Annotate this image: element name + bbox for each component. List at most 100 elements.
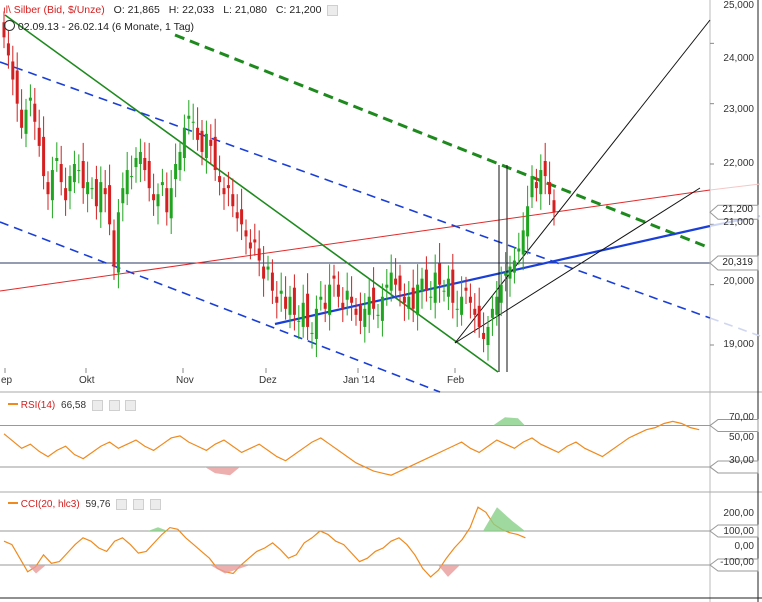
- instrument-title: Silber (Bid, $/Unze): [13, 4, 105, 16]
- cci-close-button[interactable]: [149, 499, 161, 510]
- candle-body: [33, 103, 37, 122]
- candle-body: [20, 109, 24, 128]
- cci-oversold-fill: [28, 565, 46, 574]
- candle-body: [248, 242, 252, 249]
- candle-body: [209, 139, 213, 146]
- cci-label: CCI(20, hlc3): [20, 499, 80, 511]
- rsi-label: RSI(14): [20, 400, 56, 412]
- cci-tick: 100,00: [723, 526, 754, 537]
- candle-body: [499, 284, 503, 303]
- candle-body: [504, 272, 508, 276]
- cci-value: 59,76: [85, 499, 111, 511]
- candle-body: [385, 284, 389, 288]
- trendline-red-extension: [709, 183, 761, 191]
- candle-body: [244, 230, 248, 237]
- chart-header: ıl\ Silber (Bid, $/Unze) O: 21,865 H: 22…: [3, 4, 339, 16]
- rsi-value: 66,58: [61, 400, 87, 412]
- candle-body: [275, 296, 279, 303]
- last-price-tag-box: [709, 204, 759, 220]
- candle-body: [548, 182, 552, 195]
- candle-body: [512, 260, 516, 273]
- settings-button[interactable]: [327, 4, 339, 16]
- candle-body: [363, 308, 367, 327]
- cci-edit-button[interactable]: [133, 499, 145, 510]
- price-tick: 19,000: [723, 339, 754, 350]
- price-tick: 20,000: [723, 276, 754, 287]
- candle-body: [42, 136, 46, 177]
- candle-body: [376, 314, 380, 316]
- candle-body: [64, 188, 68, 201]
- candle-body: [508, 266, 512, 279]
- candle-body: [429, 296, 433, 298]
- candle-body: [345, 290, 349, 300]
- candle-body: [81, 160, 85, 189]
- channel-blue-extension: [709, 317, 761, 337]
- candle-body: [77, 170, 81, 172]
- candle-body: [323, 302, 327, 309]
- candle-body: [174, 164, 178, 180]
- clock-icon: [4, 20, 15, 31]
- candle-body: [11, 61, 15, 80]
- cci-color-swatch: [8, 502, 18, 505]
- candle-body: [112, 230, 116, 267]
- candle-body: [367, 296, 371, 315]
- month-label: Jan '14: [343, 375, 375, 386]
- candle-body: [389, 272, 393, 291]
- candle-body: [178, 151, 182, 171]
- candle-body: [372, 287, 376, 309]
- range-info: 02.09.13 - 26.02.14 (6 Monate, 1 Tag): [4, 20, 194, 33]
- candle-body: [411, 287, 415, 309]
- candle-body: [464, 287, 468, 291]
- candle-body: [354, 308, 358, 315]
- candle-body: [477, 305, 481, 327]
- candle-body: [358, 305, 362, 321]
- candle-body: [226, 185, 230, 189]
- cci-settings-button[interactable]: [116, 499, 128, 510]
- candle-body: [288, 296, 292, 315]
- trendline-green: [4, 14, 499, 373]
- candle-body: [222, 188, 226, 195]
- candle-body: [143, 157, 147, 171]
- cci-tick: -100,00: [720, 557, 754, 568]
- candle-body: [534, 182, 538, 189]
- candle-body: [24, 109, 28, 134]
- hline-tag-box: [709, 255, 759, 271]
- candle-body: [424, 269, 428, 291]
- candle-body: [240, 209, 244, 225]
- trendline-green-dashed: [174, 33, 711, 250]
- candle-body: [191, 121, 195, 123]
- candle-body: [218, 176, 222, 183]
- candle-body: [394, 278, 398, 285]
- candle-body: [552, 200, 556, 213]
- candle-body: [231, 194, 235, 207]
- rsi-line: [3, 420, 700, 476]
- month-label: Feb: [447, 375, 465, 386]
- candle-body: [262, 266, 266, 279]
- candle-body: [284, 296, 288, 309]
- rsi-edit-button[interactable]: [108, 400, 120, 411]
- candle-body: [165, 188, 169, 213]
- candle-body: [253, 239, 257, 243]
- candle-body: [438, 263, 442, 285]
- candle-body: [486, 326, 490, 345]
- candle-body: [266, 266, 270, 270]
- candle-body: [134, 157, 138, 168]
- candle-body: [332, 275, 336, 279]
- candle-body: [59, 164, 63, 183]
- candle-body: [86, 182, 90, 195]
- candle-body: [433, 272, 437, 303]
- rsi-tick: 50,00: [728, 432, 754, 443]
- rsi-close-button[interactable]: [125, 400, 137, 411]
- month-label: Dez: [259, 375, 277, 386]
- candle-body: [482, 332, 486, 339]
- candle-body: [235, 212, 239, 219]
- cci-tick: 200,00: [723, 508, 754, 519]
- candle-body: [521, 230, 525, 255]
- rsi-tag-box: [709, 460, 759, 474]
- range-text: 02.09.13 - 26.02.14 (6 Monate, 1 Tag): [17, 21, 195, 33]
- rsi-settings-button[interactable]: [91, 400, 103, 411]
- candle-body: [310, 332, 314, 334]
- candle-body: [99, 182, 103, 213]
- month-label: ep: [1, 375, 13, 386]
